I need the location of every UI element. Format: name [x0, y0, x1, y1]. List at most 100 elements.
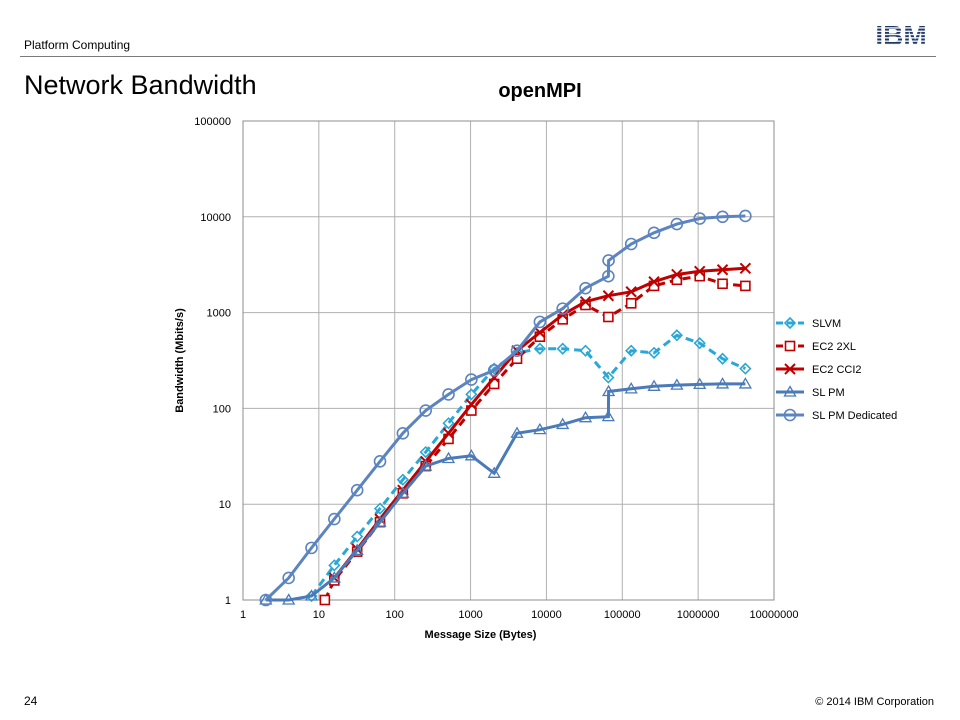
data-point — [327, 571, 341, 583]
chart-axes: 1 10 100 1000 10000 100000 1000000 10000000 1 10 1… — [174, 116, 798, 641]
data-point — [693, 265, 706, 277]
x-tick-label: 10000 — [531, 609, 562, 621]
data-point — [556, 417, 570, 430]
y-tick-label: 10000 — [200, 212, 231, 224]
copyright: © 2014 IBM Corporation — [815, 696, 934, 708]
data-point — [319, 594, 331, 606]
x-tick-label: 10 — [313, 609, 325, 621]
page-title: Network Bandwidth — [24, 70, 257, 100]
data-point — [350, 543, 364, 555]
legend-item: EC2 2XL — [776, 340, 856, 353]
chart-title: openMPI — [498, 80, 582, 102]
data-point — [601, 384, 616, 397]
legend-label: SL PM Dedicated — [812, 410, 897, 422]
data-point — [671, 268, 683, 281]
page-number: 24 — [24, 694, 38, 708]
data-point — [602, 254, 615, 267]
y-tick-label: 100000 — [194, 116, 231, 128]
data-point — [396, 486, 410, 498]
data-point — [419, 445, 432, 459]
series-line-sl-pm — [265, 382, 746, 602]
x-tick-label: 1000 — [458, 609, 482, 621]
data-point — [693, 212, 707, 225]
data-point — [328, 512, 341, 526]
series-line-slvm — [310, 333, 746, 597]
y-axis-label: Bandwidth (Mbits/s) — [174, 308, 186, 413]
y-tick-label: 1 — [225, 595, 231, 607]
data-point — [648, 276, 660, 288]
data-point — [304, 589, 319, 601]
data-point — [783, 316, 797, 330]
data-point — [625, 286, 637, 298]
data-point — [670, 217, 684, 231]
data-point — [579, 281, 592, 295]
data-point — [783, 385, 797, 397]
series-line-sl-pm-dedicated — [264, 214, 746, 602]
data-point — [487, 363, 501, 377]
data-point — [715, 377, 730, 389]
x-tick-label: 1000000 — [677, 609, 720, 621]
data-point — [373, 502, 387, 515]
data-point — [373, 455, 387, 468]
data-point — [442, 427, 455, 439]
data-point — [259, 593, 273, 607]
data-point — [487, 466, 501, 478]
data-point — [282, 593, 296, 605]
data-point — [647, 226, 661, 240]
data-point — [533, 342, 546, 355]
data-point — [601, 409, 615, 422]
series-slvm — [305, 329, 752, 603]
data-point — [740, 280, 751, 292]
data-point — [783, 408, 797, 422]
x-tick-label: 10000000 — [750, 609, 799, 621]
x-tick-label: 100 — [386, 609, 404, 621]
data-point — [647, 379, 661, 391]
data-point — [373, 515, 387, 527]
data-point — [442, 388, 455, 401]
data-point — [716, 210, 729, 224]
y-tick-label: 1000 — [207, 308, 231, 320]
data-point — [282, 571, 295, 585]
data-point — [739, 362, 752, 375]
data-point — [670, 378, 684, 390]
data-point — [624, 237, 638, 251]
data-point — [647, 346, 661, 359]
y-tick-label: 100 — [213, 403, 231, 415]
data-point — [441, 451, 456, 464]
data-point — [625, 298, 637, 309]
legend-item: EC2 CCI2 — [776, 363, 862, 376]
data-point — [716, 352, 729, 365]
data-point — [579, 295, 592, 308]
data-point — [738, 377, 753, 389]
data-point — [693, 377, 707, 390]
data-point — [419, 459, 433, 471]
data-point — [465, 398, 478, 411]
legend-label: SLVM — [812, 318, 841, 330]
data-point — [465, 373, 478, 386]
data-point — [396, 473, 409, 486]
y-tick-label: 10 — [219, 499, 231, 511]
plot-area-border — [242, 120, 775, 601]
legend-item: SL PM — [776, 385, 845, 399]
data-point — [556, 342, 569, 355]
ibm-logo: IBM — [875, 22, 926, 48]
data-point — [556, 302, 569, 315]
series-sl-pm-dedicated — [259, 209, 752, 607]
data-point — [579, 344, 592, 357]
legend-label: EC2 2XL — [812, 341, 856, 353]
data-point — [533, 422, 547, 435]
data-point — [603, 311, 614, 323]
chart-plot — [259, 209, 753, 607]
data-point — [624, 382, 638, 394]
data-point — [717, 278, 728, 290]
data-point — [670, 329, 684, 342]
data-point — [693, 337, 706, 350]
data-point — [396, 426, 410, 440]
header-divider — [20, 56, 936, 57]
data-point — [305, 541, 318, 555]
data-point — [602, 290, 615, 302]
data-point — [784, 340, 796, 352]
x-axis-label: Message Size (Bytes) — [425, 629, 537, 641]
data-point — [419, 404, 432, 417]
header-text: Platform Computing — [24, 38, 131, 52]
